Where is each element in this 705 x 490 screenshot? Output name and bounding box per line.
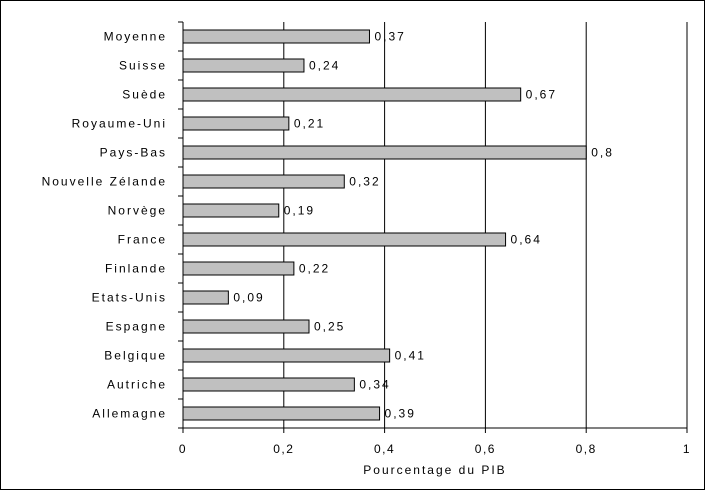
bar bbox=[182, 232, 507, 247]
value-label: 0,41 bbox=[395, 349, 426, 363]
category-label: Etats-Unis bbox=[92, 291, 167, 305]
bar bbox=[182, 377, 355, 392]
bar bbox=[182, 290, 229, 305]
value-label: 0,25 bbox=[314, 320, 345, 334]
category-label: Espagne bbox=[106, 320, 167, 334]
category-label: Pays-Bas bbox=[100, 146, 167, 160]
category-label: Autriche bbox=[107, 378, 167, 392]
value-label: 0,24 bbox=[309, 59, 340, 73]
value-label: 0,19 bbox=[284, 204, 315, 218]
x-tick-label: 0,2 bbox=[273, 442, 294, 456]
category-label: Norvège bbox=[108, 204, 167, 218]
bars bbox=[182, 29, 587, 421]
value-label: 0,22 bbox=[299, 262, 330, 276]
category-label: Belgique bbox=[104, 349, 167, 363]
bar bbox=[182, 174, 345, 189]
x-tick-label: 0 bbox=[179, 442, 187, 456]
value-label: 0,09 bbox=[233, 291, 264, 305]
value-label: 0,34 bbox=[359, 378, 390, 392]
x-tick-label: 0,8 bbox=[576, 442, 597, 456]
x-axis-label: Pourcentage du PIB bbox=[363, 463, 506, 477]
category-label: France bbox=[118, 233, 167, 247]
bar bbox=[182, 348, 391, 363]
x-tick-label: 1 bbox=[683, 442, 691, 456]
value-label: 0,8 bbox=[591, 146, 614, 160]
bar bbox=[182, 58, 305, 73]
category-label: Nouvelle Zélande bbox=[42, 175, 167, 189]
bar bbox=[182, 203, 280, 218]
bar bbox=[182, 116, 290, 131]
axes bbox=[178, 21, 688, 433]
bar bbox=[182, 145, 587, 160]
x-tick-label: 0,4 bbox=[374, 442, 395, 456]
bar bbox=[182, 319, 310, 334]
value-label: 0,21 bbox=[294, 117, 325, 131]
x-tick-label: 0,6 bbox=[475, 442, 496, 456]
value-label: 0,39 bbox=[385, 407, 416, 421]
category-label: Suisse bbox=[119, 59, 167, 73]
value-label: 0,67 bbox=[526, 88, 557, 102]
labels: 0 0,2 0,4 0,6 0,8 1 Moyenne 0,37 Suisse 0,24 Suède… bbox=[42, 30, 691, 457]
category-label: Finlande bbox=[105, 262, 167, 276]
bar bbox=[182, 406, 381, 421]
value-label: 0,64 bbox=[511, 233, 542, 247]
category-label: Suède bbox=[122, 88, 167, 102]
bar bbox=[182, 261, 295, 276]
grid-lines bbox=[283, 22, 688, 428]
bar bbox=[182, 29, 370, 44]
category-label: Moyenne bbox=[104, 30, 167, 44]
value-label: 0,32 bbox=[349, 175, 380, 189]
category-label: Allemagne bbox=[92, 407, 167, 421]
category-label: Royaume-Uni bbox=[72, 117, 167, 131]
bar bbox=[182, 87, 522, 102]
value-label: 0,37 bbox=[374, 30, 405, 44]
